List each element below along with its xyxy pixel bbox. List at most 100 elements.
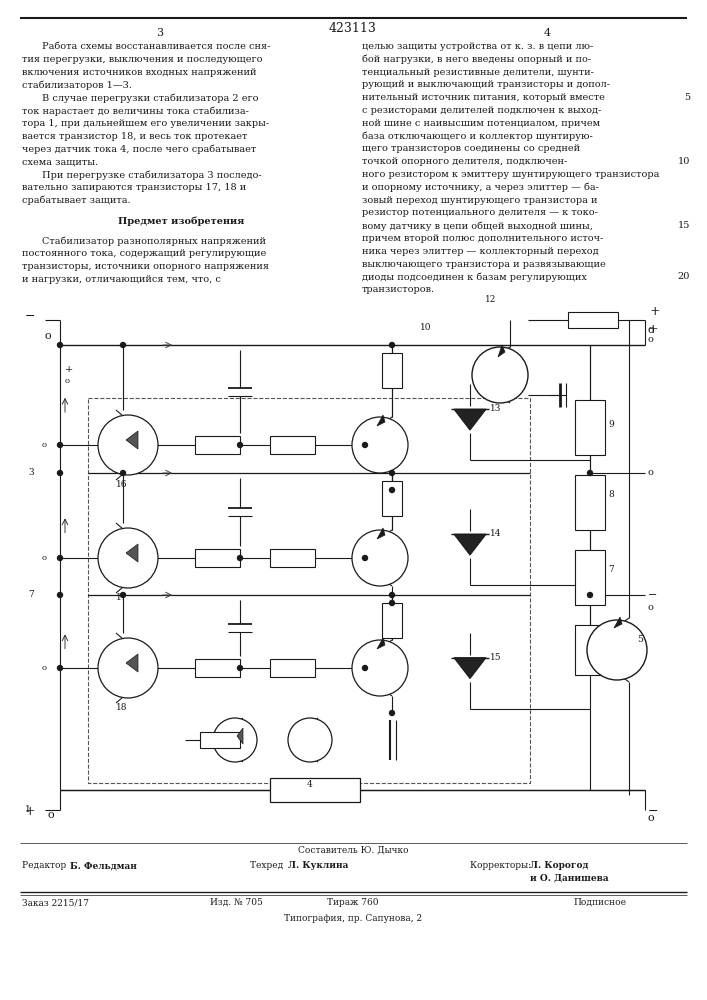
Text: Предмет изобретения: Предмет изобретения (118, 216, 244, 226)
Bar (382, 603, 402, 638)
Text: +: + (650, 305, 660, 318)
Text: o: o (65, 377, 70, 385)
Bar (575, 400, 605, 455)
Text: выключающего транзистора и развязывающие: выключающего транзистора и развязывающие (362, 260, 606, 269)
Text: 18: 18 (116, 703, 127, 712)
Polygon shape (377, 638, 385, 649)
Circle shape (587, 620, 647, 680)
Circle shape (213, 718, 257, 762)
Circle shape (120, 471, 126, 476)
Bar (568, 312, 618, 328)
Bar (575, 475, 605, 530)
Text: ника через элиттер — коллекторный переход: ника через элиттер — коллекторный перехо… (362, 247, 599, 256)
Text: тия перегрузки, выключения и последующего: тия перегрузки, выключения и последующег… (22, 55, 262, 64)
Circle shape (390, 488, 395, 492)
Text: зовый переход шунтирующего транзистора и: зовый переход шунтирующего транзистора и (362, 196, 597, 205)
Circle shape (363, 666, 368, 670)
Text: бой нагрузки, в него введены опорный и по-: бой нагрузки, в него введены опорный и п… (362, 55, 591, 64)
Bar (200, 732, 240, 748)
Text: 9: 9 (608, 420, 614, 429)
Circle shape (588, 592, 592, 597)
Bar (575, 550, 605, 605)
Text: ток нарастает до величины тока стабилиза-: ток нарастает до величины тока стабилиза… (22, 106, 249, 115)
Text: срабатывает защита.: срабатывает защита. (22, 196, 131, 205)
Text: вательно запираются транзисторы 17, 18 и: вательно запираются транзисторы 17, 18 и (22, 183, 246, 192)
Bar (195, 549, 240, 567)
Text: o: o (42, 554, 47, 562)
Circle shape (238, 556, 243, 560)
Text: o: o (45, 331, 52, 341)
Text: 1: 1 (25, 805, 30, 814)
Circle shape (352, 417, 408, 473)
Text: причем второй полюс дополнительного источ-: причем второй полюс дополнительного исто… (362, 234, 603, 243)
Circle shape (120, 342, 126, 348)
Text: тенциальный резистивные делители, шунти-: тенциальный резистивные делители, шунти- (362, 68, 594, 77)
Text: 4: 4 (544, 28, 551, 38)
Text: транзисторов.: транзисторов. (362, 285, 435, 294)
Text: 16: 16 (116, 480, 127, 489)
Text: 4: 4 (307, 780, 313, 789)
Text: Изд. № 705: Изд. № 705 (210, 898, 263, 907)
Text: через датчик тока 4, после чего срабатывает: через датчик тока 4, после чего срабатыв… (22, 144, 256, 154)
Text: транзисторы, источники опорного напряжения: транзисторы, источники опорного напряжен… (22, 262, 269, 271)
Circle shape (98, 528, 158, 588)
Polygon shape (614, 617, 622, 628)
Text: Тираж 760: Тираж 760 (327, 898, 379, 907)
Text: o: o (42, 441, 47, 449)
Text: 12: 12 (485, 295, 496, 304)
Polygon shape (237, 728, 243, 744)
Text: o: o (648, 335, 654, 344)
Text: Заказ 2215/17: Заказ 2215/17 (22, 898, 89, 907)
Text: 15: 15 (490, 652, 502, 662)
Polygon shape (126, 544, 138, 562)
Text: o: o (647, 325, 654, 335)
Bar (270, 436, 315, 454)
Text: резистор потенциального делителя — к токо-: резистор потенциального делителя — к ток… (362, 208, 598, 217)
Text: 5: 5 (637, 635, 643, 644)
Text: +: + (65, 365, 74, 374)
Text: включения источников входных напряжений: включения источников входных напряжений (22, 68, 257, 77)
Text: Подписное: Подписное (573, 898, 626, 907)
Text: −: − (648, 590, 658, 600)
Circle shape (57, 442, 62, 448)
Polygon shape (126, 654, 138, 672)
Text: 17: 17 (116, 593, 127, 602)
Text: Корректоры:: Корректоры: (470, 861, 534, 870)
Circle shape (472, 347, 528, 403)
Text: 15: 15 (677, 221, 690, 230)
Text: ной шине с наивысшим потенциалом, причем: ной шине с наивысшим потенциалом, причем (362, 119, 600, 128)
Text: вому датчику в цепи общей выходной шины,: вому датчику в цепи общей выходной шины, (362, 221, 593, 231)
Text: Л. Куклина: Л. Куклина (288, 861, 349, 870)
Circle shape (57, 471, 62, 476)
Bar (195, 436, 240, 454)
Circle shape (98, 415, 158, 475)
Text: 423113: 423113 (329, 22, 377, 35)
Circle shape (390, 592, 395, 597)
Text: стабилизаторов 1—3.: стабилизаторов 1—3. (22, 80, 132, 90)
Text: и опорному источнику, а через элиттер — ба-: и опорному источнику, а через элиттер — … (362, 183, 599, 192)
Circle shape (238, 666, 243, 670)
Text: Л. Корогод: Л. Корогод (530, 861, 588, 870)
Circle shape (390, 471, 395, 476)
Circle shape (238, 442, 243, 448)
Polygon shape (377, 415, 385, 426)
Text: При перегрузке стабилизатора 3 последо-: При перегрузке стабилизатора 3 последо- (42, 170, 262, 180)
Text: 7: 7 (608, 565, 614, 574)
Text: 10: 10 (677, 157, 690, 166)
Circle shape (352, 530, 408, 586)
Text: Б. Фельдман: Б. Фельдман (70, 861, 137, 870)
Text: 8: 8 (608, 490, 614, 499)
Text: Стабилизатор разнополярных напряжений: Стабилизатор разнополярных напряжений (42, 237, 266, 246)
Circle shape (390, 600, 395, 605)
Text: 14: 14 (490, 529, 501, 538)
Text: 3: 3 (156, 28, 163, 38)
Text: +: + (648, 323, 659, 336)
Text: целью защиты устройства от к. з. в цепи лю-: целью защиты устройства от к. з. в цепи … (362, 42, 593, 51)
Circle shape (352, 640, 408, 696)
Text: Техред: Техред (250, 861, 286, 870)
Text: Работа схемы восстанавливается после сня-: Работа схемы восстанавливается после сня… (42, 42, 270, 51)
Text: схема защиты.: схема защиты. (22, 157, 98, 166)
Text: с резисторами делителей подключен к выход-: с резисторами делителей подключен к выхо… (362, 106, 601, 115)
Circle shape (588, 471, 592, 476)
Text: 13: 13 (490, 404, 501, 413)
